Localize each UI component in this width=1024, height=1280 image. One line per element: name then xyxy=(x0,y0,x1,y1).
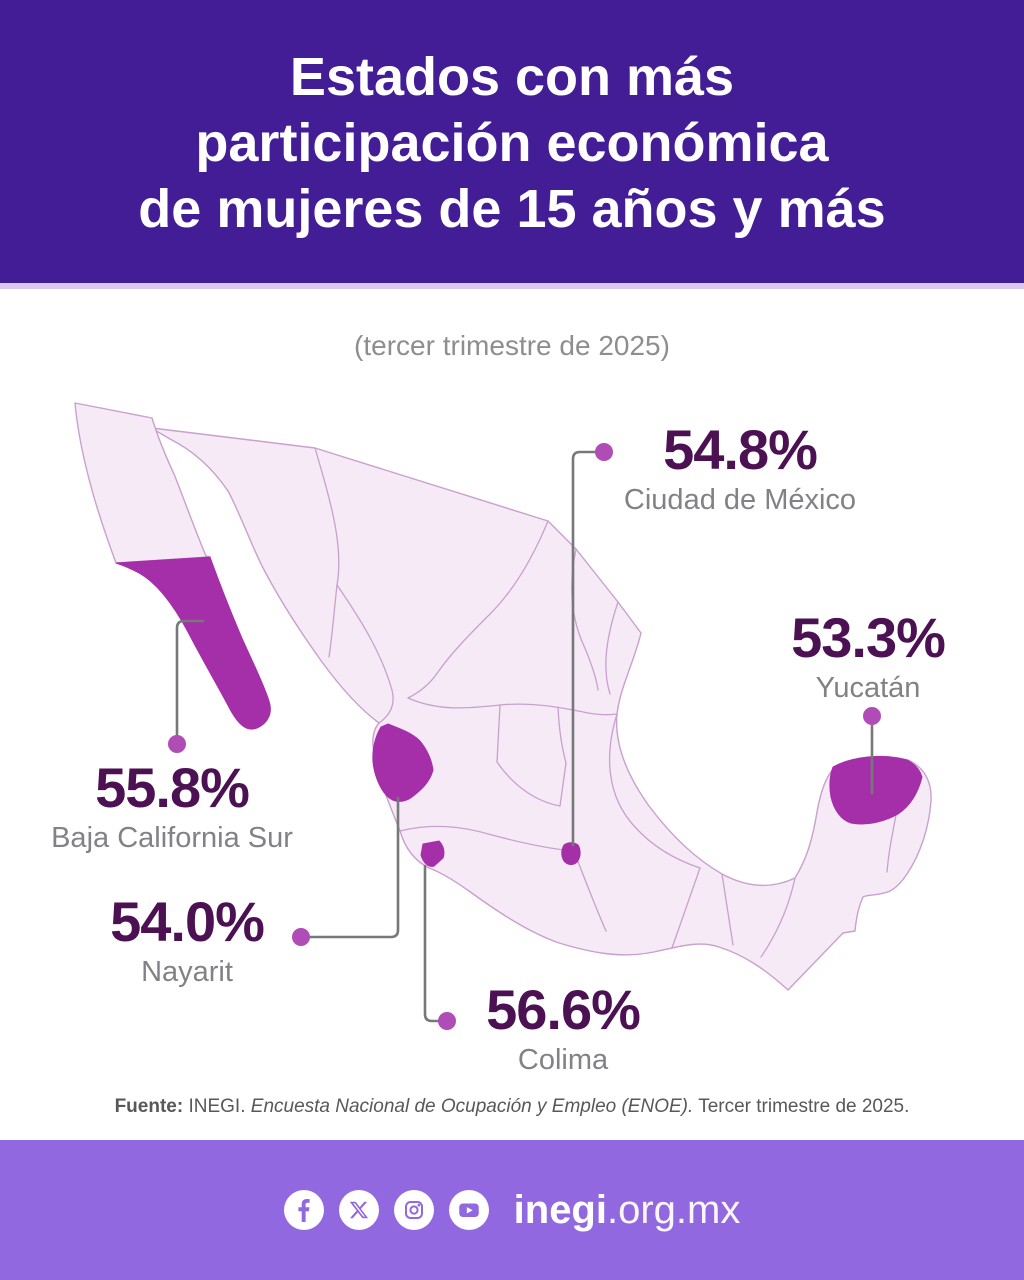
title-line-3: de mujeres de 15 años y más xyxy=(138,179,886,239)
callout-value: 53.3% xyxy=(791,606,946,669)
x-icon[interactable] xyxy=(338,1190,379,1230)
subtitle: (tercer trimestre de 2025) xyxy=(354,330,670,361)
source-note: Fuente: INEGI. Encuesta Nacional de Ocup… xyxy=(0,1096,1024,1118)
source-label: Fuente: xyxy=(114,1096,184,1117)
state-baja-california xyxy=(74,402,211,564)
website-url: inegi.org.mx xyxy=(514,1190,741,1230)
callout-value: 54.0% xyxy=(110,890,265,953)
callout-state-label: Colima xyxy=(517,1044,609,1076)
header-divider xyxy=(0,283,1024,289)
source-period: Tercer trimestre de 2025. xyxy=(693,1096,910,1117)
callout-value: 54.8% xyxy=(663,418,818,481)
website-url-bold: inegi xyxy=(513,1188,607,1232)
dot-yucatan xyxy=(863,707,881,725)
instagram-icon[interactable] xyxy=(393,1190,434,1230)
page-title: Estados con más participación económica … xyxy=(0,0,1024,242)
footer-bar: inegi.org.mx xyxy=(0,1140,1024,1280)
callout-yucatan: 53.3% Yucatán xyxy=(718,610,1018,705)
leader-dots xyxy=(168,443,881,1030)
leader-baja-california-sur xyxy=(175,619,205,746)
callout-state-label: Nayarit xyxy=(141,956,233,988)
title-line-2: participación económica xyxy=(195,113,829,173)
callout-state-label: Yucatán xyxy=(815,672,921,704)
callout-value: 55.8% xyxy=(95,756,250,819)
callout-state-label: Ciudad de México xyxy=(623,484,857,516)
leader-colima xyxy=(423,864,449,1023)
mexico-mainland xyxy=(151,427,932,991)
dot-nayarit xyxy=(292,928,310,946)
callout-nayarit: 54.0% Nayarit xyxy=(37,894,337,989)
source-survey: Encuesta Nacional de Ocupación y Empleo … xyxy=(250,1096,694,1117)
state-nayarit xyxy=(372,723,434,802)
callout-baja-california-sur: 55.8% Baja California Sur xyxy=(22,760,322,855)
leader-nayarit xyxy=(299,796,400,939)
state-baja-california-sur xyxy=(115,556,271,730)
state-colima xyxy=(420,840,445,867)
callout-ciudad-de-mexico: 54.8% Ciudad de México xyxy=(590,422,890,517)
header: Estados con más participación económica … xyxy=(0,0,1024,283)
title-line-1: Estados con más xyxy=(289,47,735,107)
callout-colima: 56.6% Colima xyxy=(413,982,713,1077)
callout-value: 56.6% xyxy=(486,978,641,1041)
leader-lines xyxy=(175,450,874,1023)
website-url-rest: .org.mx xyxy=(606,1188,741,1232)
facebook-icon[interactable] xyxy=(283,1190,324,1230)
dot-baja-california-sur xyxy=(168,735,186,753)
leader-ciudad-de-mexico xyxy=(571,450,606,847)
state-ciudad-de-mexico xyxy=(561,842,581,865)
state-yucatan xyxy=(829,755,923,825)
youtube-icon[interactable] xyxy=(448,1190,489,1230)
dot-ciudad-de-mexico xyxy=(595,443,613,461)
source-agency: INEGI. xyxy=(183,1096,251,1117)
dot-colima xyxy=(438,1012,456,1030)
callout-state-label: Baja California Sur xyxy=(51,822,293,854)
